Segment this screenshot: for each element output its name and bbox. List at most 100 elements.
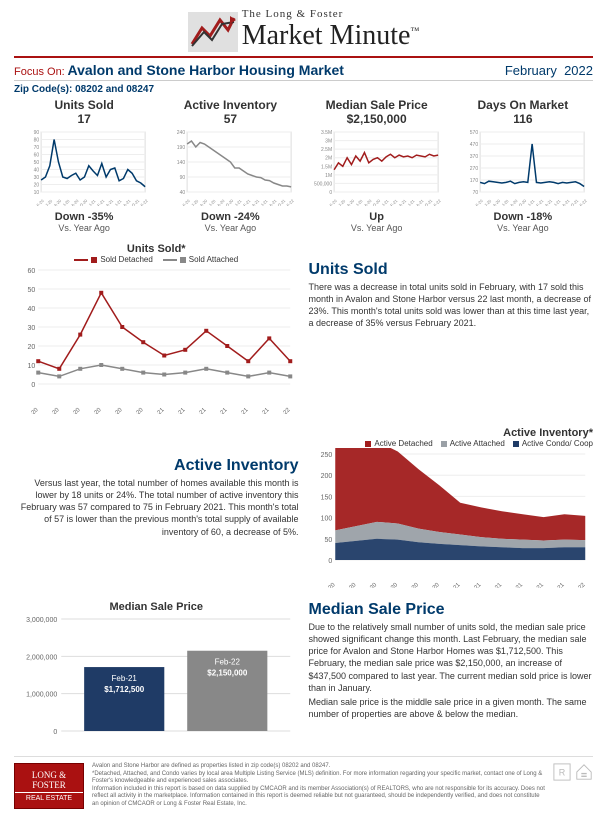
metric-value: 116 — [453, 112, 593, 126]
svg-text:30: 30 — [27, 325, 35, 332]
page: The Long & Foster Market Minute™ Focus O… — [0, 0, 607, 817]
svg-text:R: R — [559, 768, 566, 778]
svg-text:Apr-21: Apr-21 — [170, 407, 187, 414]
svg-text:40: 40 — [180, 190, 186, 196]
svg-text:Feb-21: Feb-21 — [148, 407, 166, 414]
median-paragraph: Due to the relatively small number of un… — [309, 621, 594, 694]
svg-text:Feb-22: Feb-22 — [274, 407, 292, 414]
svg-text:Oct-21: Oct-21 — [528, 582, 545, 588]
footer: LONG & FOSTER REAL ESTATE Avalon and Sto… — [14, 756, 593, 809]
metric-title: Days On Market — [453, 98, 593, 112]
svg-text:F-22: F-22 — [578, 198, 588, 206]
svg-text:3M: 3M — [325, 139, 332, 145]
metric-trend: Up — [307, 211, 447, 223]
median-section: Median Sale Price 01,000,0002,000,0003,0… — [14, 601, 593, 746]
svg-text:2M: 2M — [325, 156, 332, 162]
median-heading: Median Sale Price — [309, 601, 594, 619]
cert-icons: R — [553, 763, 593, 781]
svg-text:100: 100 — [320, 516, 332, 523]
equal-housing-icon — [575, 763, 593, 781]
metric-title: Median Sale Price — [307, 98, 447, 112]
metric-trend-sub: Vs. Year Ago — [160, 223, 300, 233]
svg-text:Aug-20: Aug-20 — [85, 407, 103, 414]
metric-card: Active Inventory 57 4090140190240 F-20J-… — [160, 98, 300, 233]
median-chart-title: Median Sale Price — [14, 601, 299, 613]
units-heading: Units Sold — [309, 261, 594, 279]
metric-value: 57 — [160, 112, 300, 126]
svg-text:F-22: F-22 — [286, 198, 296, 206]
svg-text:Feb-22: Feb-22 — [215, 658, 241, 667]
inventory-paragraph: Versus last year, the total number of ho… — [14, 477, 299, 538]
focus-label: Focus On: — [14, 66, 65, 78]
metric-trend-sub: Vs. Year Ago — [307, 223, 447, 233]
svg-text:0: 0 — [328, 558, 332, 565]
focus-date: February 2022 — [505, 63, 593, 78]
svg-text:Jun-20: Jun-20 — [361, 582, 379, 588]
metric-sparkline: 4090140190240 F-20J-20A-20J-20A-20O-20J-… — [160, 128, 300, 206]
realtor-icon: R — [553, 763, 571, 781]
svg-text:50: 50 — [324, 537, 332, 544]
svg-text:70: 70 — [472, 190, 478, 196]
svg-text:500,000: 500,000 — [314, 181, 332, 187]
units-chart-legend: Sold DetachedSold Attached — [14, 255, 299, 264]
header-logo: The Long & Foster Market Minute™ — [14, 8, 593, 52]
svg-text:0: 0 — [31, 382, 35, 389]
median-text-col: Median Sale Price Due to the relatively … — [309, 601, 594, 746]
focus-title: Avalon and Stone Harbor Housing Market — [68, 62, 344, 78]
brand-small: The Long & Foster — [242, 8, 420, 20]
svg-text:70: 70 — [34, 145, 40, 151]
metric-trend-sub: Vs. Year Ago — [453, 223, 593, 233]
svg-text:0: 0 — [53, 729, 57, 736]
svg-text:50: 50 — [27, 287, 35, 294]
svg-text:240: 240 — [177, 130, 186, 136]
fine-print: Avalon and Stone Harbor are defined as p… — [92, 763, 545, 808]
units-paragraph: There was a decrease in total units sold… — [309, 281, 594, 330]
svg-text:Jun-21: Jun-21 — [190, 407, 208, 414]
metric-sparkline: 102030405060708090 F-20J-20A-20J-20A-20O… — [14, 128, 154, 206]
svg-text:Oct-20: Oct-20 — [107, 407, 124, 414]
svg-text:40: 40 — [34, 168, 40, 174]
median-chart-col: Median Sale Price 01,000,0002,000,0003,0… — [14, 601, 299, 746]
zip-codes: Zip Code(s): 08202 and 08247 — [14, 81, 593, 98]
svg-text:20: 20 — [34, 183, 40, 189]
svg-text:Dec-20: Dec-20 — [422, 582, 440, 588]
svg-text:Jun-20: Jun-20 — [64, 407, 82, 414]
inventory-chart: 050100150200250Feb-20Apr-20Jun-20Aug-20O… — [309, 448, 594, 588]
svg-text:Aug-21: Aug-21 — [506, 582, 524, 588]
metric-card: Days On Market 116 70170270370470570 F-2… — [453, 98, 593, 233]
svg-text:90: 90 — [34, 130, 40, 136]
svg-text:Oct-21: Oct-21 — [233, 407, 250, 414]
units-chart-title: Units Sold* — [14, 243, 299, 255]
svg-text:3.5M: 3.5M — [321, 130, 332, 136]
inventory-chart-col: Active Inventory* Active DetachedActive … — [309, 427, 594, 591]
units-text-col: Units Sold There was a decrease in total… — [309, 243, 594, 417]
svg-text:Apr-20: Apr-20 — [340, 582, 357, 588]
svg-text:Feb-21: Feb-21 — [112, 674, 138, 683]
svg-text:Aug-21: Aug-21 — [211, 407, 229, 414]
svg-text:$1,712,500: $1,712,500 — [104, 685, 145, 694]
svg-text:Dec-20: Dec-20 — [127, 407, 145, 414]
metric-trend: Down -24% — [160, 211, 300, 223]
units-sold-chart: 0102030405060Feb-20Apr-20Jun-20Aug-20Oct… — [14, 264, 299, 414]
logo-mark-icon — [188, 12, 238, 52]
inventory-chart-title: Active Inventory* — [309, 427, 594, 439]
svg-text:3,000,000: 3,000,000 — [26, 617, 57, 624]
svg-text:50: 50 — [34, 160, 40, 166]
svg-text:Dec-21: Dec-21 — [547, 582, 565, 588]
metric-card: Units Sold 17 102030405060708090 F-20J-2… — [14, 98, 154, 233]
svg-text:Dec-21: Dec-21 — [253, 407, 271, 414]
inventory-chart-legend: Active DetachedActive AttachedActive Con… — [309, 439, 594, 448]
svg-text:F-22: F-22 — [432, 198, 442, 206]
metric-trend-sub: Vs. Year Ago — [14, 223, 154, 233]
inventory-section: Active Inventory Versus last year, the t… — [14, 427, 593, 591]
svg-text:470: 470 — [470, 142, 479, 148]
svg-text:140: 140 — [177, 160, 186, 166]
focus-row: Focus On: Avalon and Stone Harbor Housin… — [14, 58, 593, 81]
svg-text:200: 200 — [320, 473, 332, 480]
svg-text:80: 80 — [34, 138, 40, 144]
lf-badge: LONG & FOSTER REAL ESTATE — [14, 763, 84, 809]
svg-text:150: 150 — [320, 494, 332, 501]
svg-text:2.5M: 2.5M — [321, 147, 332, 153]
svg-text:570: 570 — [470, 130, 479, 136]
svg-text:Oct-20: Oct-20 — [403, 582, 420, 588]
